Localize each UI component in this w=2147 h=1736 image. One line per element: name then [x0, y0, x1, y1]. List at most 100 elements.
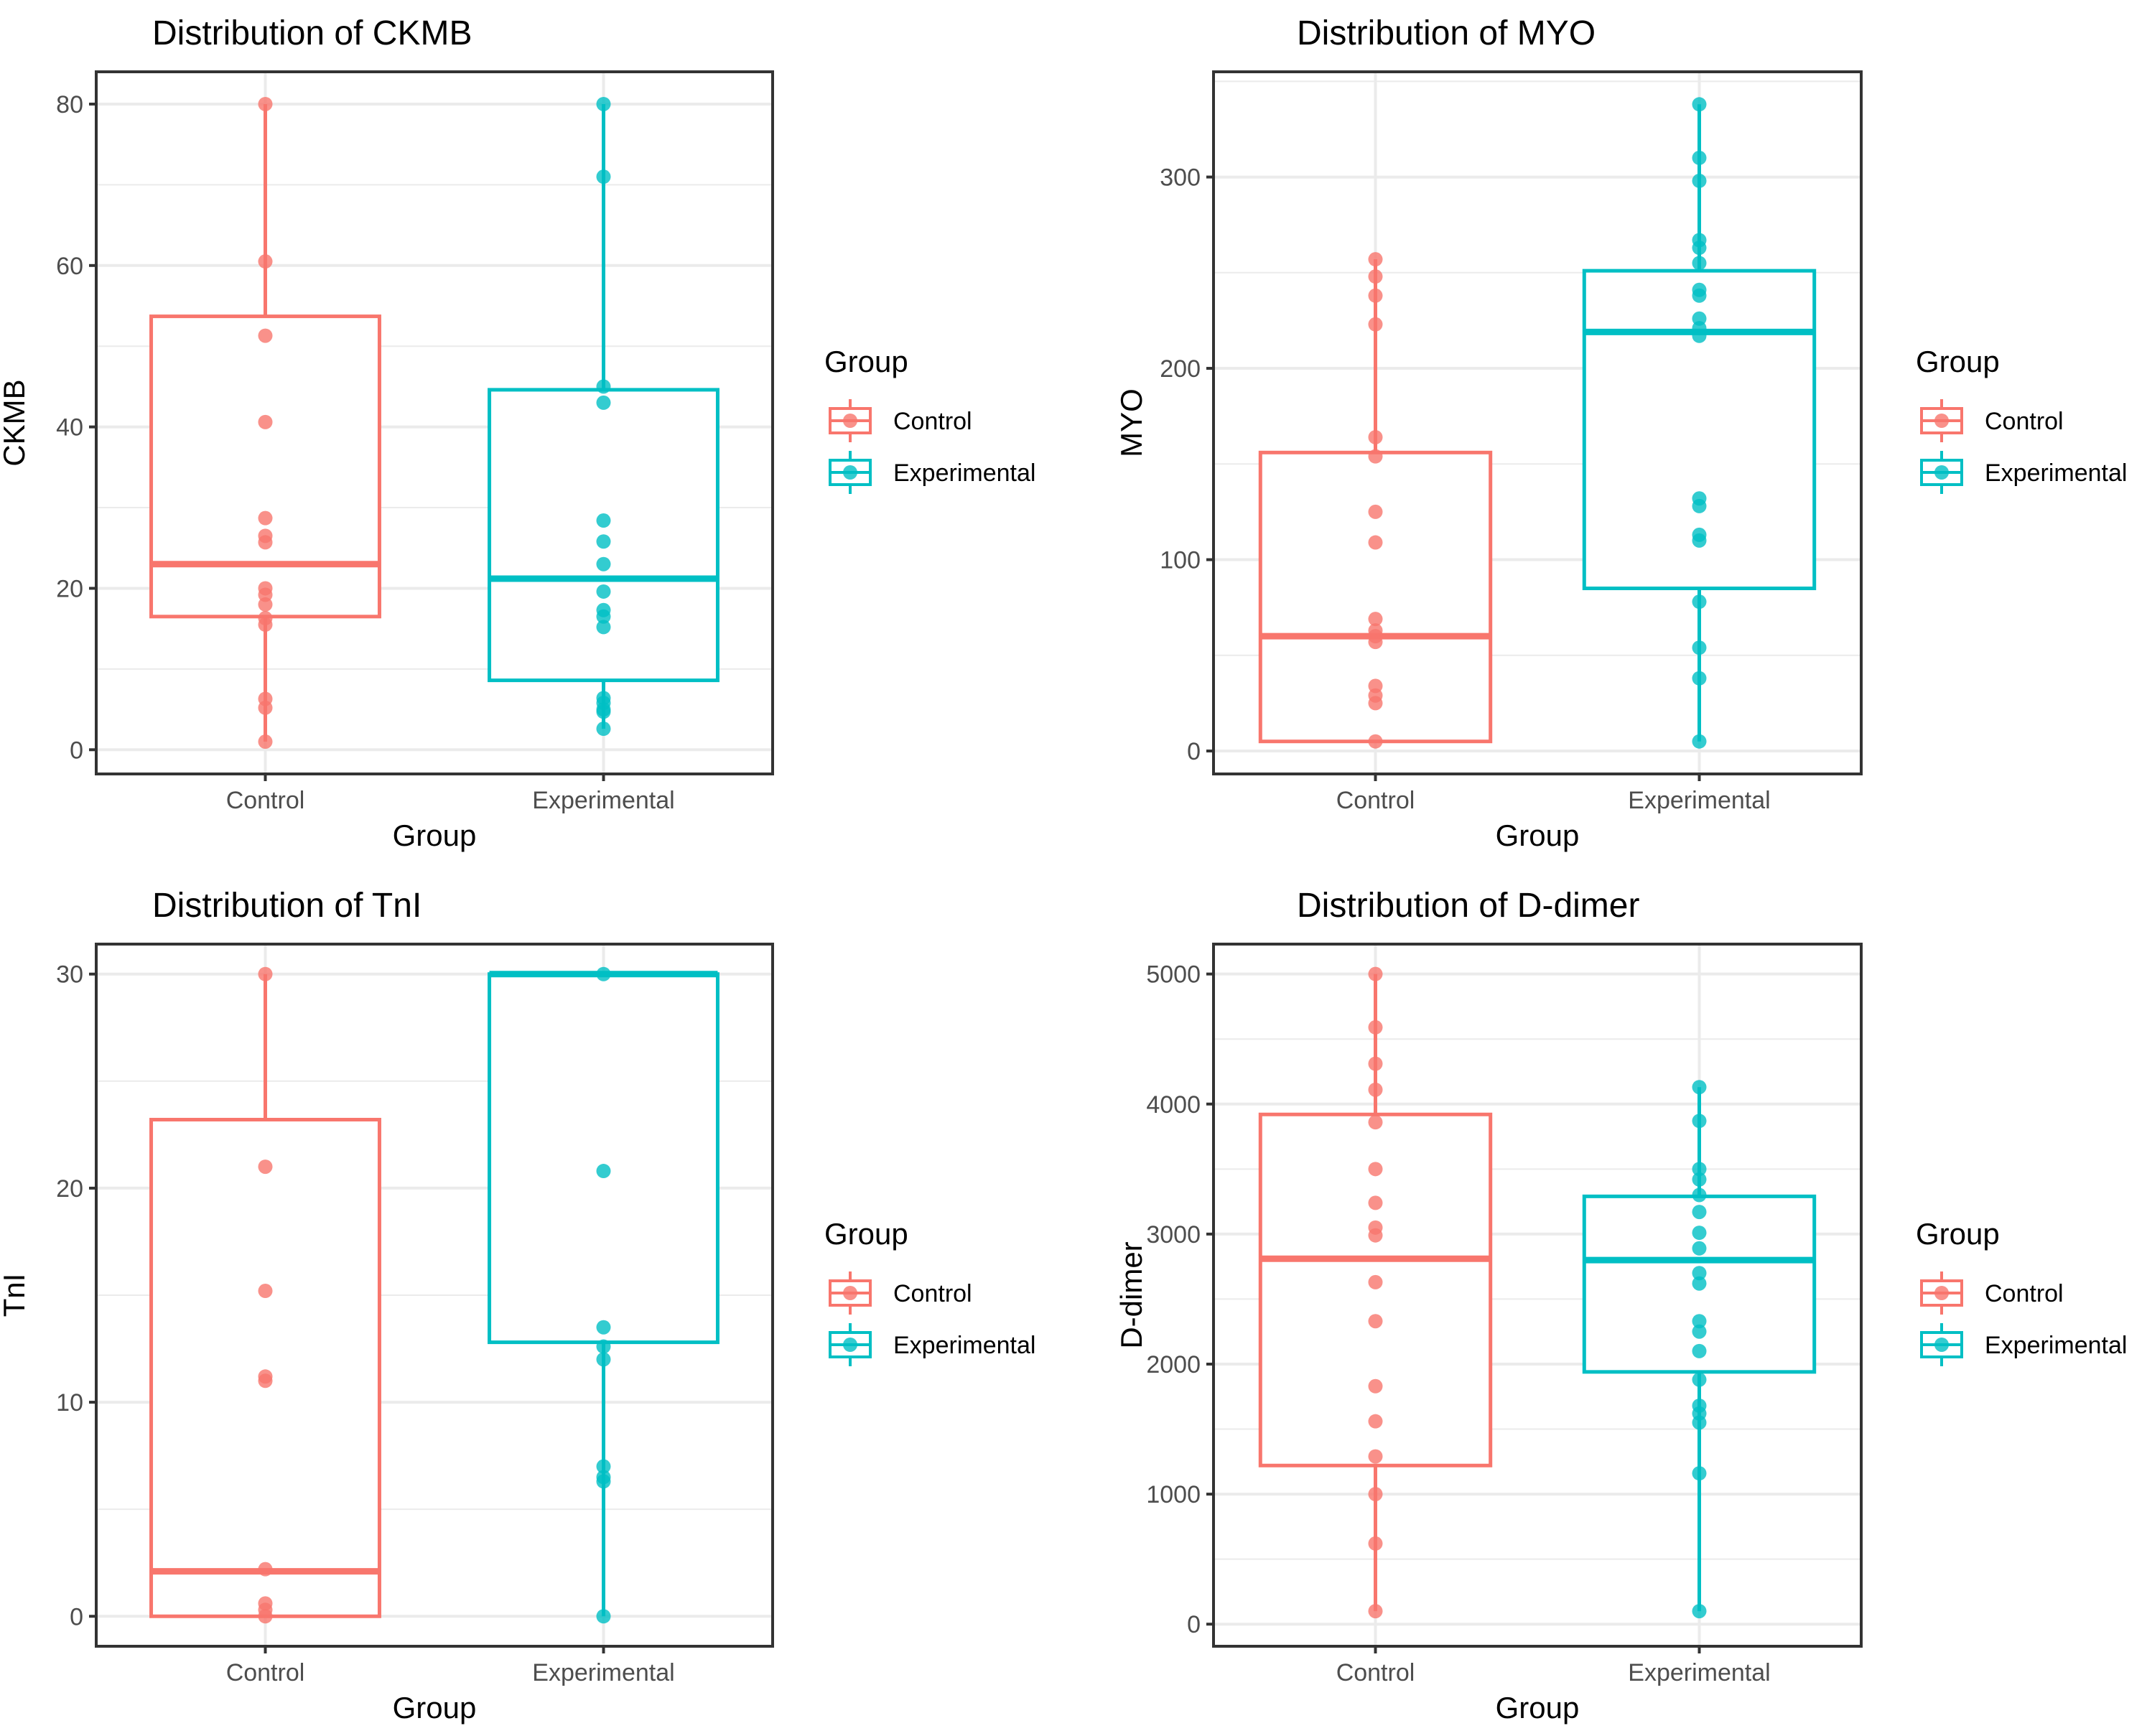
legend-key-experimental — [829, 1323, 872, 1366]
data-point — [1692, 1187, 1707, 1203]
legend: Group Control Experimental — [824, 1217, 1035, 1366]
data-point — [596, 966, 611, 981]
x-tick-label: Control — [1336, 787, 1415, 814]
data-point — [258, 1373, 273, 1389]
data-point — [596, 1339, 611, 1354]
x-tick-label: Experimental — [1628, 787, 1770, 814]
data-point — [1692, 1080, 1707, 1095]
chart-title: Distribution of CKMB — [152, 14, 472, 52]
y-tick-label: 0 — [1187, 1611, 1201, 1638]
legend-key-experimental — [1920, 451, 1963, 494]
legend-label: Experimental — [1985, 459, 2127, 487]
legend-label: Experimental — [893, 1332, 1035, 1359]
legend-key-point — [843, 1338, 857, 1352]
data-point — [1692, 640, 1707, 655]
data-point — [1368, 1228, 1383, 1243]
data-point — [596, 379, 611, 394]
data-point — [1368, 317, 1383, 332]
data-point — [596, 1474, 611, 1489]
data-point — [1368, 612, 1383, 627]
data-point — [1692, 328, 1707, 343]
data-point — [1692, 1114, 1707, 1129]
data-point — [1368, 1115, 1383, 1130]
series-control — [149, 96, 381, 750]
panel-border — [1212, 70, 1863, 775]
x-axis-title: Group — [393, 818, 477, 852]
legend-title: Group — [824, 345, 908, 378]
chart-title: Distribution of D-dimer — [1297, 887, 1639, 925]
data-point — [1692, 1415, 1707, 1430]
data-point — [258, 700, 273, 715]
y-tick-label: 4000 — [1146, 1091, 1201, 1119]
legend-key-point — [1934, 1286, 1949, 1300]
data-point — [1368, 1414, 1383, 1429]
data-point — [1692, 533, 1707, 548]
data-point — [1368, 1195, 1383, 1210]
box — [149, 314, 381, 619]
data-point — [596, 1352, 611, 1367]
x-tick-label: Control — [226, 787, 305, 814]
y-axis-title: TnI — [0, 1274, 31, 1317]
data-point — [1692, 1205, 1707, 1220]
panel-border — [1212, 943, 1863, 1648]
legend: Group Control Experimental — [1916, 1217, 2127, 1366]
data-point — [1368, 1082, 1383, 1097]
y-tick-label: 80 — [56, 91, 83, 118]
data-point — [596, 1609, 611, 1624]
legend-label: Experimental — [893, 459, 1035, 487]
data-point — [258, 1159, 273, 1175]
data-point — [1692, 241, 1707, 256]
data-point — [1368, 252, 1383, 267]
legend-label: Experimental — [1985, 1332, 2127, 1359]
data-point — [596, 513, 611, 528]
chart-panel-1: Distribution of CKMB 0 20 40 60 80 Control Expe… — [0, 14, 1035, 852]
data-point — [1368, 966, 1383, 981]
y-tick-label: 0 — [70, 737, 83, 764]
legend: Group Control Experimental — [824, 345, 1035, 494]
box — [149, 1118, 381, 1618]
data-point — [1368, 1536, 1383, 1551]
data-point — [1368, 635, 1383, 650]
data-point — [1692, 1162, 1707, 1177]
legend-key-control — [1920, 399, 1963, 442]
x-axis-title: Group — [1496, 818, 1580, 852]
legend-key-experimental — [829, 451, 872, 494]
series-experimental — [1582, 97, 1817, 749]
legend-label: Control — [1985, 1280, 2064, 1307]
data-point — [1692, 256, 1707, 271]
data-point — [596, 722, 611, 737]
y-tick-label: 200 — [1160, 355, 1201, 383]
data-point — [596, 620, 611, 635]
series-experimental — [1582, 1080, 1817, 1619]
legend-key-point — [843, 465, 857, 480]
legend-key-control — [1920, 1271, 1963, 1315]
data-point — [596, 395, 611, 410]
x-tick-label: Experimental — [1628, 1659, 1770, 1686]
legend-key-control — [829, 1271, 872, 1315]
data-point — [1368, 1056, 1383, 1071]
data-point — [1692, 1266, 1707, 1281]
panel-border — [95, 943, 774, 1648]
data-point — [1692, 288, 1707, 303]
data-point — [258, 96, 273, 111]
data-point — [1368, 1314, 1383, 1329]
legend-label: Control — [893, 408, 972, 435]
y-tick-label: 100 — [1160, 547, 1201, 574]
x-tick-label: Control — [226, 1659, 305, 1686]
y-axis-title: CKMB — [0, 379, 31, 466]
data-point — [1692, 1372, 1707, 1387]
x-tick-label: Experimental — [532, 787, 674, 814]
data-point — [596, 169, 611, 185]
data-point — [258, 734, 273, 750]
data-point — [1692, 173, 1707, 188]
data-point — [1368, 1274, 1383, 1289]
data-point — [1692, 1314, 1707, 1329]
data-point — [596, 534, 611, 549]
data-point — [258, 1284, 273, 1299]
data-point — [596, 1320, 611, 1335]
data-point — [1368, 1487, 1383, 1502]
y-axis-title: D-dimer — [1114, 1241, 1148, 1348]
data-point — [1368, 1378, 1383, 1394]
data-point — [596, 1459, 611, 1474]
